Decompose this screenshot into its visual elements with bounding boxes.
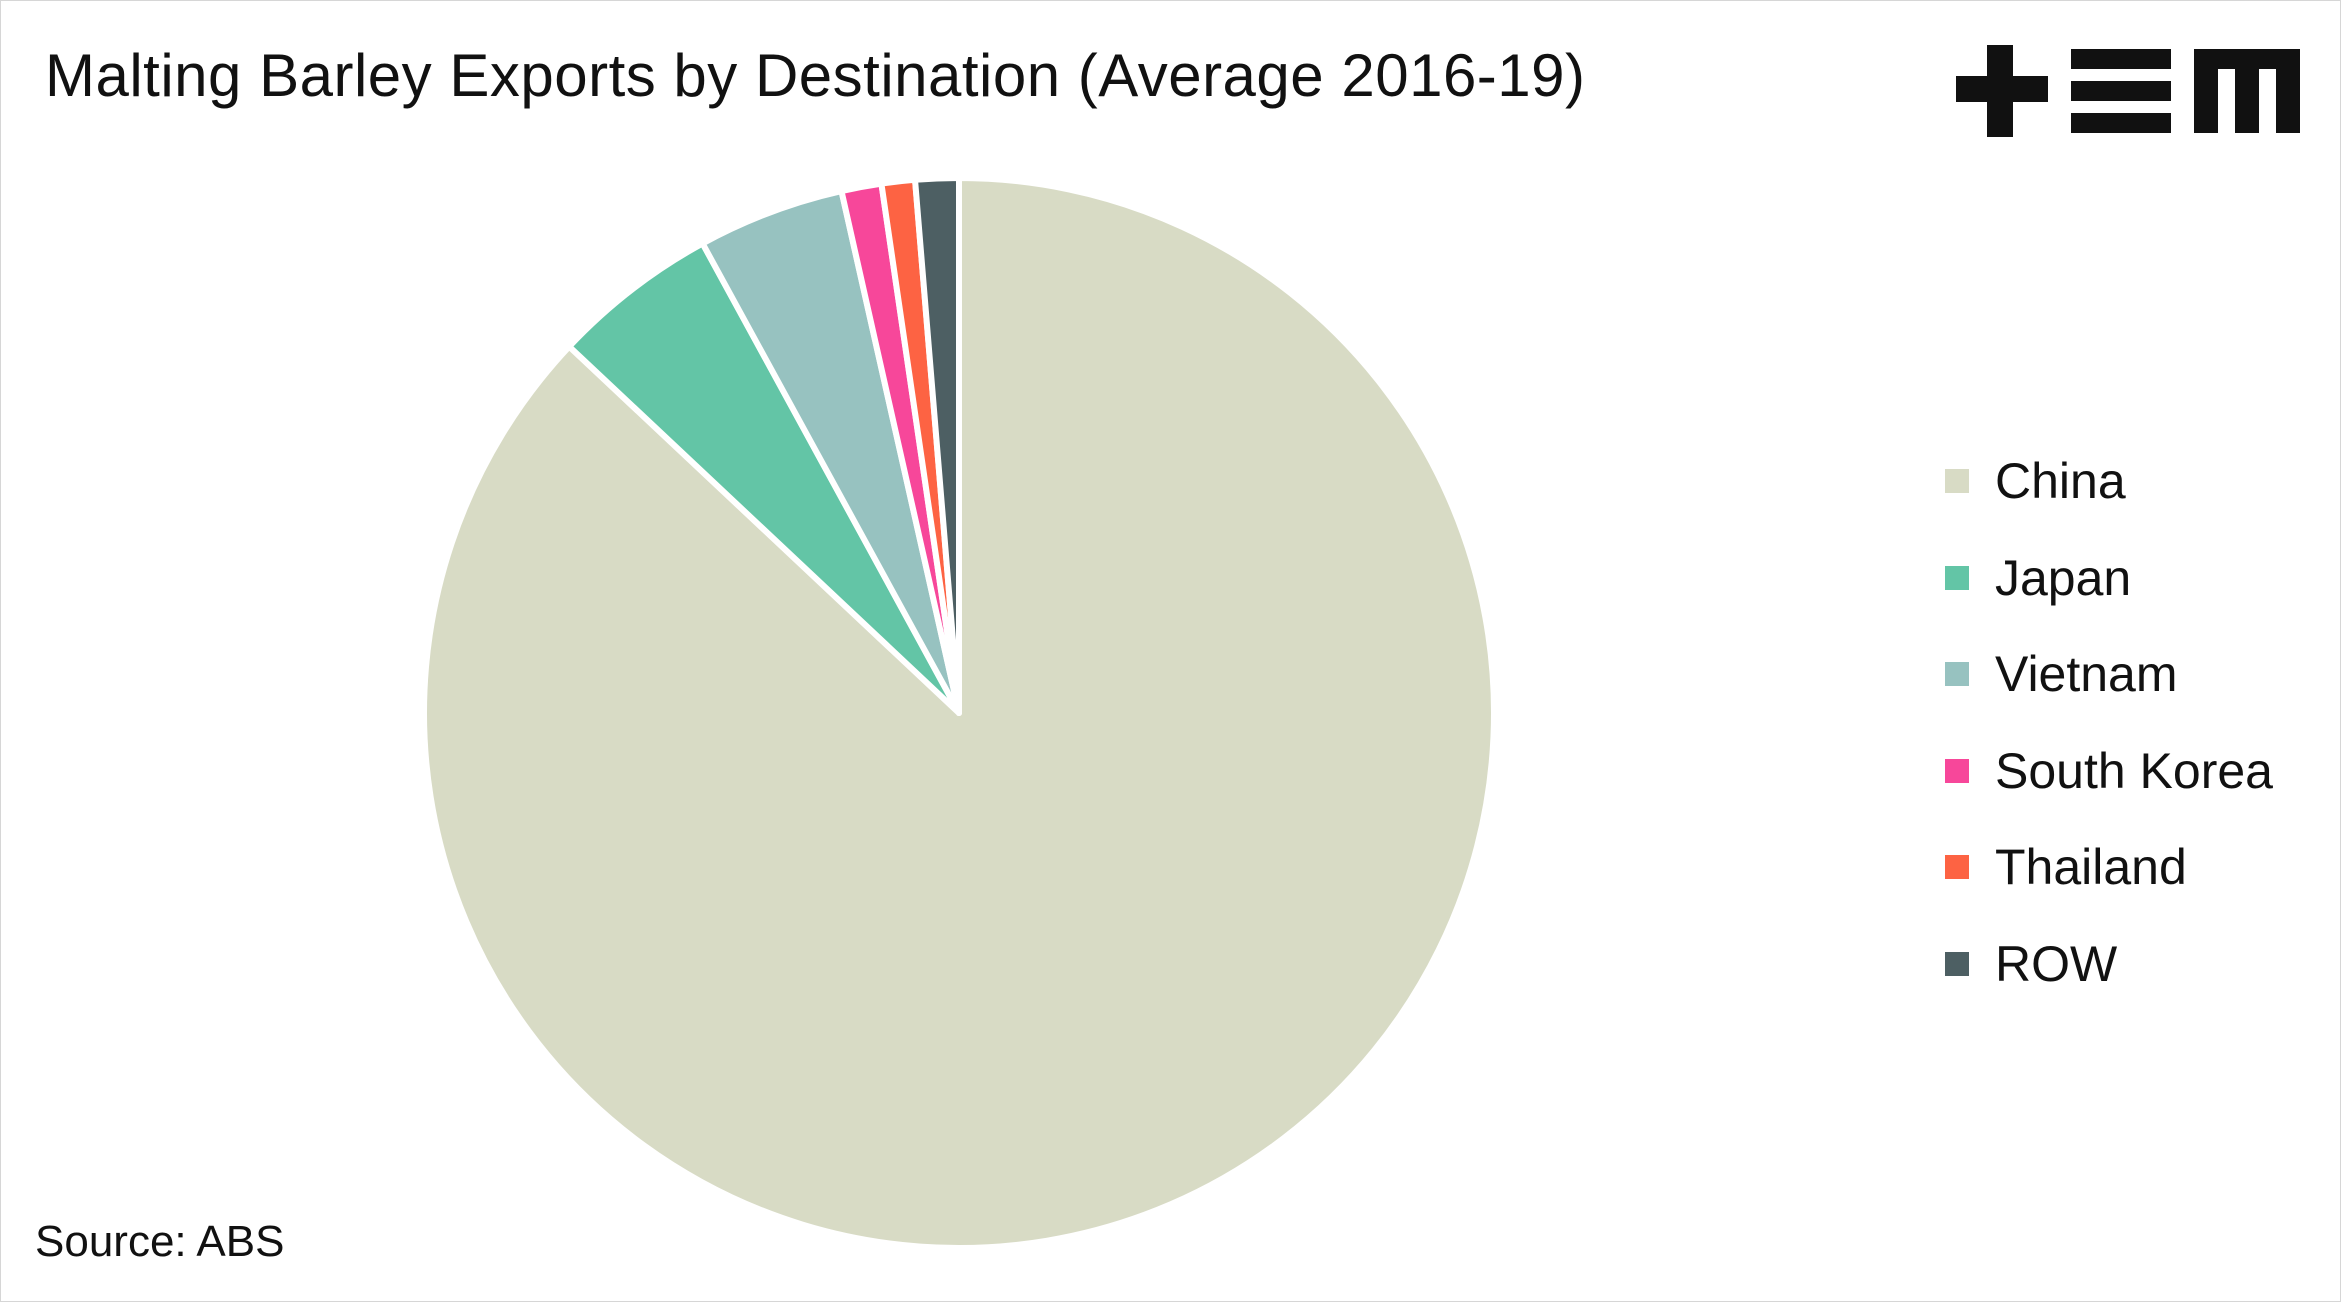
legend-item-south-korea: South Korea <box>1945 723 2273 820</box>
legend-item-vietnam: Vietnam <box>1945 626 2273 723</box>
legend-label: China <box>1995 453 2126 510</box>
tem-logo <box>1956 45 2300 137</box>
legend-swatch <box>1945 662 1969 687</box>
legend-label: Thailand <box>1995 839 2187 896</box>
legend-label: South Korea <box>1995 742 2273 799</box>
legend-swatch <box>1945 469 1969 494</box>
legend-item-japan: Japan <box>1945 530 2273 627</box>
chart-legend: China Japan Vietnam South Korea Thailand ROW <box>1945 433 2273 1012</box>
pie-slice-japan <box>566 240 962 716</box>
legend-swatch <box>1945 855 1969 880</box>
pie-slice-row <box>912 175 962 716</box>
legend-item-thailand: Thailand <box>1945 819 2273 916</box>
legend-label: ROW <box>1995 935 2118 992</box>
pie-slice-china <box>421 175 1497 1251</box>
legend-swatch <box>1945 565 1969 590</box>
legend-item-china: China <box>1945 433 2273 530</box>
legend-swatch <box>1945 951 1969 976</box>
legend-swatch <box>1945 758 1969 783</box>
legend-label: Japan <box>1995 549 2132 606</box>
legend-item-row: ROW <box>1945 916 2273 1013</box>
legend-label: Vietnam <box>1995 646 2178 703</box>
source-note: Source: ABS <box>35 1217 285 1266</box>
chart-title: Malting Barley Exports by Destination (A… <box>45 42 1586 109</box>
